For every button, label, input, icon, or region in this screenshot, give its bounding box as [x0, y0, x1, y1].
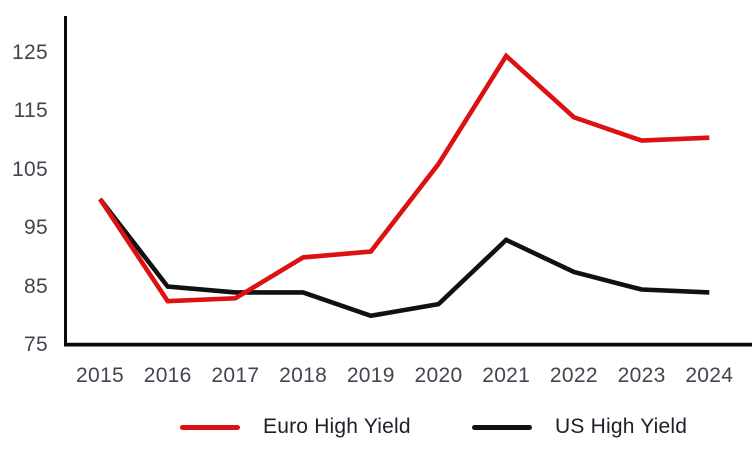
y-tick-label-105: 105 [12, 157, 48, 181]
x-axis-label-2024: 2024 [685, 364, 734, 387]
series-line-us-high-yield [98, 197, 710, 319]
x-axis-label-2016: 2016 [143, 364, 192, 387]
y-tick-label-95: 95 [24, 216, 48, 240]
legend-label-us-high-yield: US High Yield [555, 415, 688, 438]
legend-swatch-euro-high-yield [180, 424, 240, 430]
x-axis-label-2022: 2022 [549, 364, 598, 387]
x-axis-label-2015: 2015 [76, 364, 124, 387]
series-line-euro-high-yield [98, 52, 710, 304]
legend-item-us-high-yield: US High Yield [472, 413, 687, 441]
legend-item-euro-high-yield: Euro High Yield [180, 413, 411, 441]
y-tick-label-115: 115 [13, 99, 48, 123]
y-tick-label-85: 85 [24, 274, 48, 298]
x-axis-label-2021: 2021 [482, 364, 531, 387]
legend-label-euro-high-yield: Euro High Yield [263, 415, 411, 438]
y-tick-label-125: 125 [12, 41, 48, 64]
x-axis-label-2017: 2017 [211, 364, 260, 387]
x-axis-label-2023: 2023 [617, 364, 666, 387]
y-tick-label-75: 75 [24, 333, 48, 356]
x-axis-label-2020: 2020 [414, 364, 463, 387]
legend-swatch-us-high-yield [472, 424, 532, 430]
x-axis-label-2018: 2018 [279, 364, 328, 387]
x-axis-label-2019: 2019 [346, 364, 395, 387]
